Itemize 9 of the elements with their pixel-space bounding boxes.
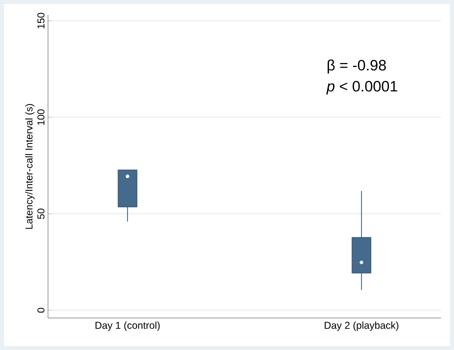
- y-axis-title: Latency/Inter-call Interval (s): [25, 104, 35, 229]
- x-tick-label: Day 2 (playback): [324, 322, 398, 331]
- y-tick-label: 50: [37, 208, 44, 219]
- y-tick-label: 100: [37, 109, 44, 125]
- y-tick-label: 0: [37, 308, 44, 313]
- x-tick-label: Day 1 (control): [96, 322, 160, 331]
- annotation: p < 0.0001: [326, 80, 398, 95]
- annotation: β = -0.98: [328, 60, 386, 74]
- y-tick-label: 150: [37, 12, 44, 28]
